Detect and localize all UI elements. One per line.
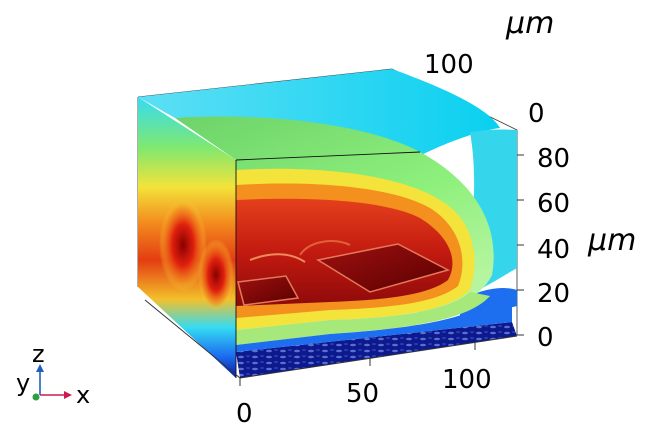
z-tick-0: 0 xyxy=(537,323,554,353)
front-box-edges xyxy=(235,151,421,378)
triad-x-label: x xyxy=(76,381,90,409)
axis-labels: μm 100 0 80 60 40 μm 20 0 0 50 100 xyxy=(236,6,636,428)
y-axis-unit: μm xyxy=(505,6,554,41)
z-tick-20: 20 xyxy=(537,279,570,309)
z-axis-unit: μm xyxy=(587,223,636,258)
x-tick-50: 50 xyxy=(346,379,379,409)
z-tick-40: 40 xyxy=(537,235,570,265)
z-axis-ticks xyxy=(517,154,524,336)
top-cyan-surface xyxy=(138,69,500,160)
front-section xyxy=(236,168,512,352)
triad-y-dot xyxy=(32,393,40,401)
x-axis-ticks xyxy=(144,299,518,386)
x-tick-100: 100 xyxy=(442,365,492,395)
z-tick-60: 60 xyxy=(537,189,570,219)
axis-triad: z y x xyxy=(16,340,90,409)
z-tick-80: 80 xyxy=(537,144,570,174)
heat-sources xyxy=(237,240,451,306)
x-tick-0: 0 xyxy=(236,399,253,428)
floor-surface xyxy=(236,322,517,378)
left-wall-section xyxy=(138,97,236,378)
y-tick-100: 100 xyxy=(424,50,474,80)
triad-z-label: z xyxy=(32,340,45,368)
y-tick-0: 0 xyxy=(528,99,545,129)
triad-y-label: y xyxy=(16,369,30,397)
